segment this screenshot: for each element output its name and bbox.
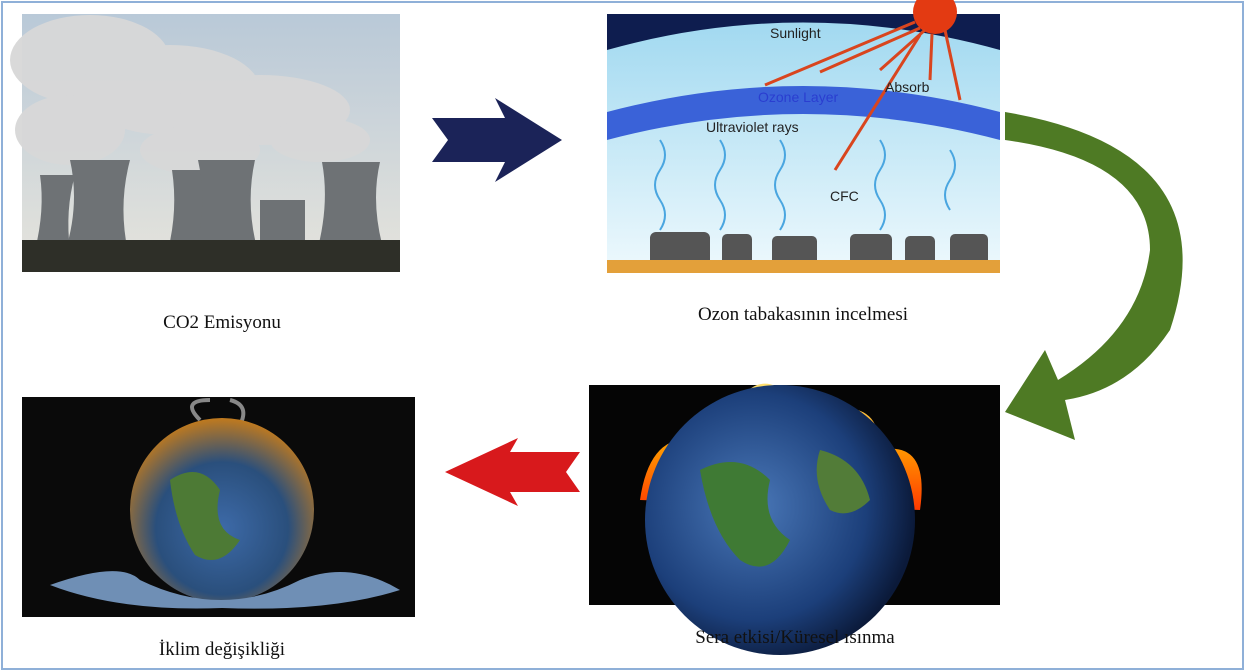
- ozone-image-part: [764, 20, 962, 171]
- ozone-image-part: [607, 14, 1000, 273]
- arrow: [1005, 112, 1183, 440]
- node-label: CO2 Emisyonu: [163, 312, 281, 333]
- ozone-image-part-part: [943, 29, 962, 101]
- ozone-image-part: [607, 86, 1000, 140]
- factory-image-part-part: [316, 162, 385, 255]
- ozone-image-part-part: [950, 234, 988, 266]
- diagram-label: Ozone Layer: [758, 89, 838, 105]
- burning-earth-image-part: [645, 385, 915, 655]
- ozone-image: [607, 0, 1000, 273]
- melting-earth-image: [22, 397, 415, 617]
- ozone-image-part-part: [850, 234, 892, 266]
- melting-earth-image-part: [170, 472, 240, 560]
- factory-image: [10, 14, 400, 272]
- node-label: Ozon tabakasının incelmesi: [698, 304, 908, 325]
- ozone-image-part-part: [774, 139, 786, 231]
- factory-image-part-part: [195, 160, 258, 252]
- arrow: [432, 98, 562, 182]
- factory-image-part-part: [65, 160, 130, 252]
- melting-earth-image-part: [130, 418, 314, 602]
- ozone-image-part-part: [874, 139, 886, 231]
- ozone-image-part: [654, 139, 956, 231]
- ozone-image-part-part: [764, 20, 916, 87]
- factory-image-part: [22, 240, 400, 272]
- burning-earth-image: [589, 383, 1000, 655]
- ozone-image-part-part: [833, 34, 922, 171]
- diagram-label: Sunlight: [770, 25, 821, 41]
- ozone-image-part: [650, 232, 988, 266]
- factory-image-part-part: [15, 95, 125, 165]
- factory-image-part-part: [35, 175, 75, 250]
- ozone-image-part: [913, 0, 957, 34]
- ozone-image-part-part: [722, 234, 752, 266]
- ozone-image-part-part: [928, 33, 934, 81]
- melting-earth-image-part: [50, 571, 400, 609]
- ozone-image-part: [607, 14, 1000, 50]
- ozone-image-part-part: [819, 26, 921, 74]
- ozone-image-part-part: [772, 236, 817, 266]
- ozone-image-part-part: [905, 236, 935, 266]
- diagram-label: Absorb: [885, 79, 930, 95]
- node-label: Sera etkisi/Küresel ısınma: [695, 627, 895, 648]
- ozone-image-part-part: [944, 149, 956, 211]
- burning-earth-image-part: [700, 462, 790, 567]
- arrow: [445, 438, 580, 506]
- node-label: İklim değişikliği: [159, 639, 285, 660]
- ozone-image-part: [607, 260, 1000, 273]
- ozone-image-part-part: [714, 139, 726, 231]
- factory-image-part-part: [270, 118, 370, 162]
- ozone-image-part-part: [650, 232, 710, 266]
- burning-earth-image-part: [816, 450, 870, 514]
- ozone-image-part-part: [654, 139, 666, 231]
- diagram-label: Ultraviolet rays: [706, 119, 799, 135]
- diagram-label: CFC: [830, 188, 859, 204]
